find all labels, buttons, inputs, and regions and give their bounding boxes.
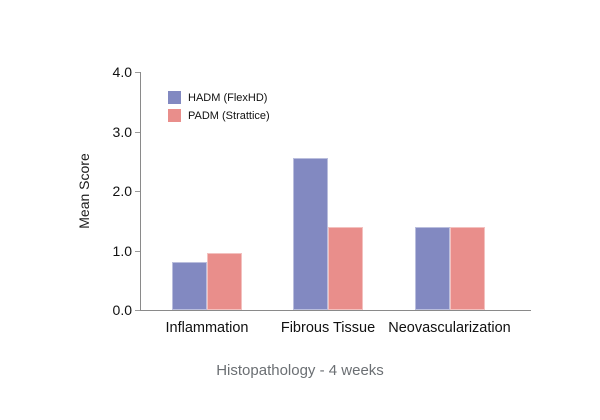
legend: HADM (FlexHD) PADM (Strattice) bbox=[168, 91, 270, 127]
legend-swatch bbox=[168, 109, 181, 122]
x-category-label: Fibrous Tissue bbox=[280, 320, 376, 336]
y-tick-mark bbox=[135, 131, 140, 133]
bar-neovascularization-series-1 bbox=[449, 226, 485, 310]
y-tick-mark bbox=[135, 310, 140, 311]
y-tick-label: 3.0 bbox=[112, 123, 132, 140]
y-tick-mark bbox=[135, 191, 140, 192]
bar-neovascularization-series-0 bbox=[414, 226, 450, 310]
x-category-label: Inflammation bbox=[165, 320, 249, 336]
y-tick-mark bbox=[135, 250, 140, 252]
legend-swatch bbox=[168, 91, 181, 104]
bar-fibrous-tissue-series-1 bbox=[328, 226, 363, 310]
bar-fibrous-tissue-series-0 bbox=[293, 158, 328, 310]
x-category-label: Neovascularization bbox=[388, 320, 511, 336]
legend-label: PADM (Strattice) bbox=[188, 109, 270, 122]
y-tick-label: 4.0 bbox=[112, 64, 132, 80]
legend-label: HADM (FlexHD) bbox=[188, 91, 268, 104]
bar-inflammation-series-0 bbox=[172, 262, 207, 310]
y-tick-label: 1.0 bbox=[112, 242, 132, 259]
legend-row: PADM (Strattice) bbox=[168, 109, 270, 122]
x-axis-line bbox=[140, 310, 531, 311]
chart-title: Histopathology - 4 weeks bbox=[216, 362, 384, 379]
bar-inflammation-series-1 bbox=[207, 253, 242, 310]
y-tick-label: 2.0 bbox=[112, 183, 132, 199]
legend-row: HADM (FlexHD) bbox=[168, 91, 270, 104]
y-tick-mark bbox=[135, 72, 140, 73]
y-tick-label: 0.0 bbox=[112, 302, 132, 318]
y-axis-title: Mean Score bbox=[76, 153, 92, 229]
y-axis-line bbox=[140, 72, 141, 311]
